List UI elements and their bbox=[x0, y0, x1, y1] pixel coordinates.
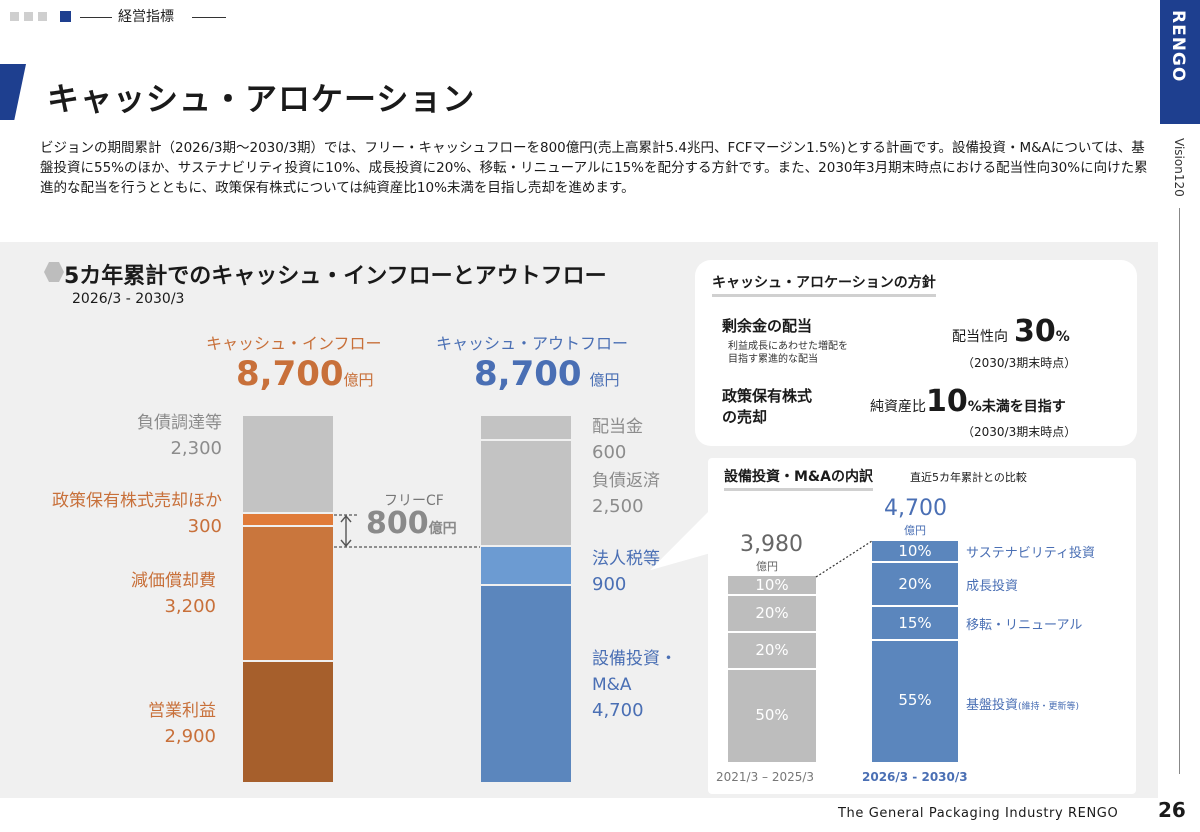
inflow-heading: キャッシュ・インフロー bbox=[206, 334, 382, 353]
free-cf-bracket bbox=[334, 514, 480, 548]
inflow-label-debt: 負債調達等 2,300 bbox=[137, 413, 222, 459]
capex-old-seg-1: 10% bbox=[728, 576, 816, 594]
capex-subtitle: 直近5カ年累計との比較 bbox=[910, 471, 1027, 484]
header-square-2 bbox=[24, 12, 33, 21]
outflow-bar-debt-repayment bbox=[481, 441, 571, 545]
capex-label-relocation: 移転・リニューアル bbox=[966, 618, 1083, 633]
outflow-bar-taxes bbox=[481, 547, 571, 584]
capex-label-growth: 成長投資 bbox=[966, 579, 1019, 594]
outflow-bar-dividends bbox=[481, 416, 571, 439]
capex-old-seg-2: 20% bbox=[728, 596, 816, 631]
section-label: 経営指標 bbox=[118, 9, 174, 25]
capex-old-seg-4: 50% bbox=[728, 670, 816, 762]
inflow-bar-shares bbox=[243, 514, 333, 525]
capex-old-period: 2021/3 – 2025/3 bbox=[716, 770, 815, 784]
inflow-label-depreciation: 減価償却費 3,200 bbox=[131, 571, 216, 617]
outflow-total: 8,700 億円 bbox=[474, 354, 620, 394]
inflow-label-shares: 政策保有株式売却ほか 300 bbox=[52, 491, 222, 537]
title-accent-stripe bbox=[0, 64, 26, 120]
capex-old-unit: 億円 bbox=[756, 560, 778, 573]
outflow-bar-capex bbox=[481, 586, 571, 782]
header-square-3 bbox=[38, 12, 47, 21]
policy-card bbox=[695, 260, 1137, 446]
outflow-label-capex: 設備投資・M&A 4,700 bbox=[592, 649, 677, 721]
intro-paragraph: ビジョンの期間累計（2026/3期～2030/3期）では、フリー・キャッシュフロ… bbox=[40, 140, 1148, 196]
section-rule-right bbox=[192, 17, 226, 18]
capex-new-unit: 億円 bbox=[904, 524, 926, 537]
flow-chart-period: 2026/3 - 2030/3 bbox=[72, 291, 185, 307]
inflow-bar-operating-profit bbox=[243, 662, 333, 782]
capex-old-total: 3,980 bbox=[740, 532, 803, 557]
flow-chart-title: 5カ年累計でのキャッシュ・インフローとアウトフロー bbox=[64, 264, 607, 289]
policy-shares-note: （2030/3期末時点） bbox=[962, 425, 1077, 439]
brand-logo: RENGO bbox=[1160, 0, 1200, 124]
policy-payout-ratio: 配当性向 30% bbox=[952, 314, 1070, 349]
side-rule bbox=[1179, 208, 1180, 774]
policy-title: キャッシュ・アロケーションの方針 bbox=[712, 272, 936, 297]
inflow-bar-debt bbox=[243, 416, 333, 512]
capex-new-period: 2026/3 - 2030/3 bbox=[862, 770, 968, 784]
capex-new-seg-relocation: 15% bbox=[872, 607, 958, 639]
section-rule-left bbox=[80, 17, 112, 18]
free-cf-value: 800億円 bbox=[366, 506, 457, 541]
outflow-label-debt-repayment: 負債返済 2,500 bbox=[592, 471, 660, 517]
vision-label: Vision120 bbox=[1172, 138, 1186, 197]
page-title: キャッシュ・アロケーション bbox=[47, 80, 476, 118]
outflow-heading: キャッシュ・アウトフロー bbox=[436, 334, 629, 353]
capex-new-seg-growth: 20% bbox=[872, 563, 958, 605]
policy-shares-heading: 政策保有株式 の売却 bbox=[722, 387, 813, 426]
header-square-accent bbox=[60, 11, 71, 22]
free-cf-label: フリーCF bbox=[384, 493, 444, 509]
outflow-label-dividends: 配当金 600 bbox=[592, 417, 643, 463]
capex-title: 設備投資・M&Aの内訳 bbox=[724, 466, 873, 491]
inflow-total: 8,700億円 bbox=[236, 354, 374, 394]
capex-label-base: 基盤投資(維持・更新等) bbox=[966, 698, 1080, 713]
policy-payout-note: （2030/3期末時点） bbox=[962, 356, 1077, 370]
capex-label-sustainability: サステナビリティ投資 bbox=[966, 546, 1095, 561]
capex-new-total: 4,700 bbox=[884, 496, 947, 521]
page-number: 26 bbox=[1158, 798, 1186, 822]
policy-dividend-note: 利益成長にあわせた増配を 目指す累進的な配当 bbox=[728, 341, 848, 365]
brand-name: RENGO bbox=[1168, 10, 1188, 83]
policy-dividend-heading: 剰余金の配当 bbox=[722, 317, 813, 335]
inflow-bar-depreciation bbox=[243, 527, 333, 660]
policy-net-assets-ratio: 純資産比10%未満を目指す bbox=[870, 384, 1066, 419]
capex-old-seg-3: 20% bbox=[728, 633, 816, 668]
capex-connector-line bbox=[815, 540, 873, 578]
outflow-label-taxes: 法人税等 900 bbox=[592, 549, 660, 595]
footer-company: The General Packaging Industry RENGO bbox=[838, 806, 1119, 821]
capex-new-seg-base: 55% bbox=[872, 641, 958, 762]
header-square-1 bbox=[10, 12, 19, 21]
capex-new-seg-sustainability: 10% bbox=[872, 541, 958, 561]
hexagon-bullet-icon bbox=[44, 262, 64, 282]
inflow-label-operating-profit: 営業利益 2,900 bbox=[148, 701, 216, 747]
